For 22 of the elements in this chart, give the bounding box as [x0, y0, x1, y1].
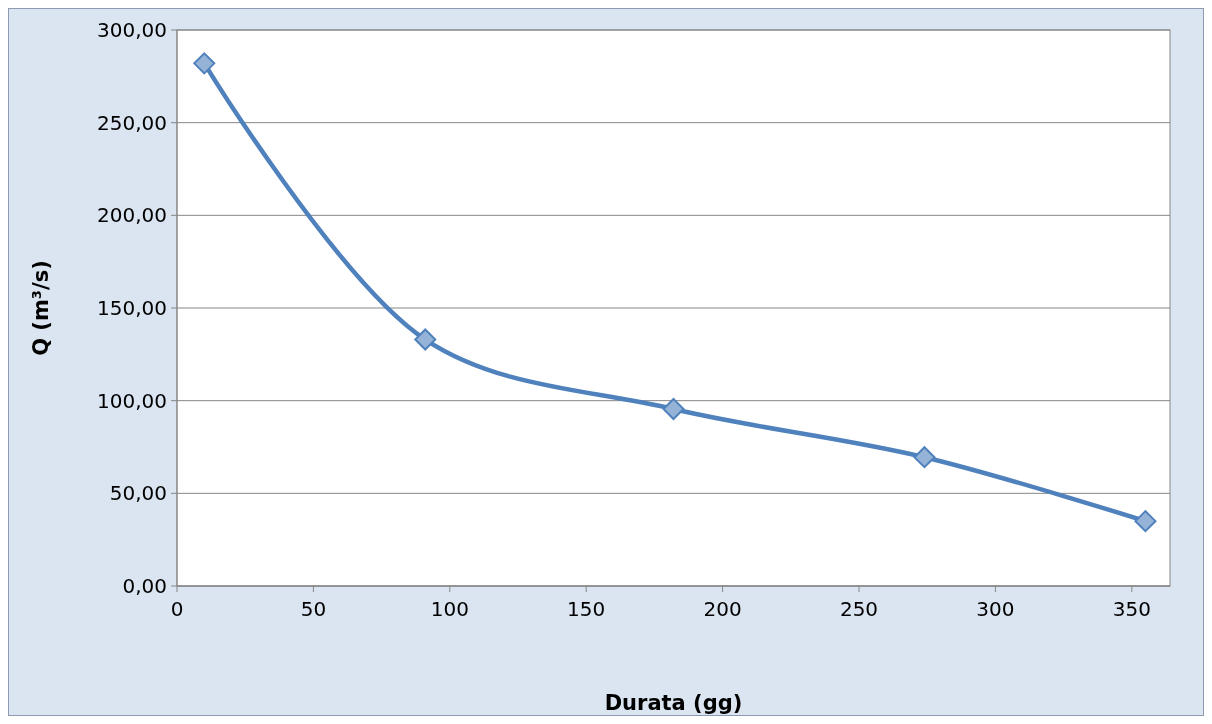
x-tick-label: 350	[1112, 597, 1151, 621]
x-axis-title: Durata (gg)	[604, 691, 743, 715]
x-tick-label: 150	[567, 597, 606, 621]
x-tick-label: 300	[976, 597, 1015, 621]
point	[913, 446, 936, 469]
point	[662, 398, 685, 421]
y-tick-label: 50,00	[109, 481, 167, 506]
y-axis-title: Q (m³/s)	[29, 260, 53, 356]
point	[414, 328, 437, 351]
y-tick-label: 300,00	[97, 18, 167, 42]
y-tick-label: 0,00	[122, 574, 167, 598]
point	[193, 52, 216, 75]
x-tick-label: 50	[300, 597, 327, 621]
x-tick-label: 200	[703, 597, 742, 621]
point	[1134, 510, 1157, 533]
y-tick-label: 100,00	[97, 388, 167, 413]
x-tick-label: 0	[170, 597, 184, 621]
y-tick-label: 150,00	[97, 296, 167, 320]
x-tick-label: 100	[430, 597, 469, 621]
x-tick-label: 250	[839, 597, 879, 621]
y-tick-label: 200,00	[97, 203, 167, 228]
y-tick-label: 250,00	[97, 110, 167, 135]
